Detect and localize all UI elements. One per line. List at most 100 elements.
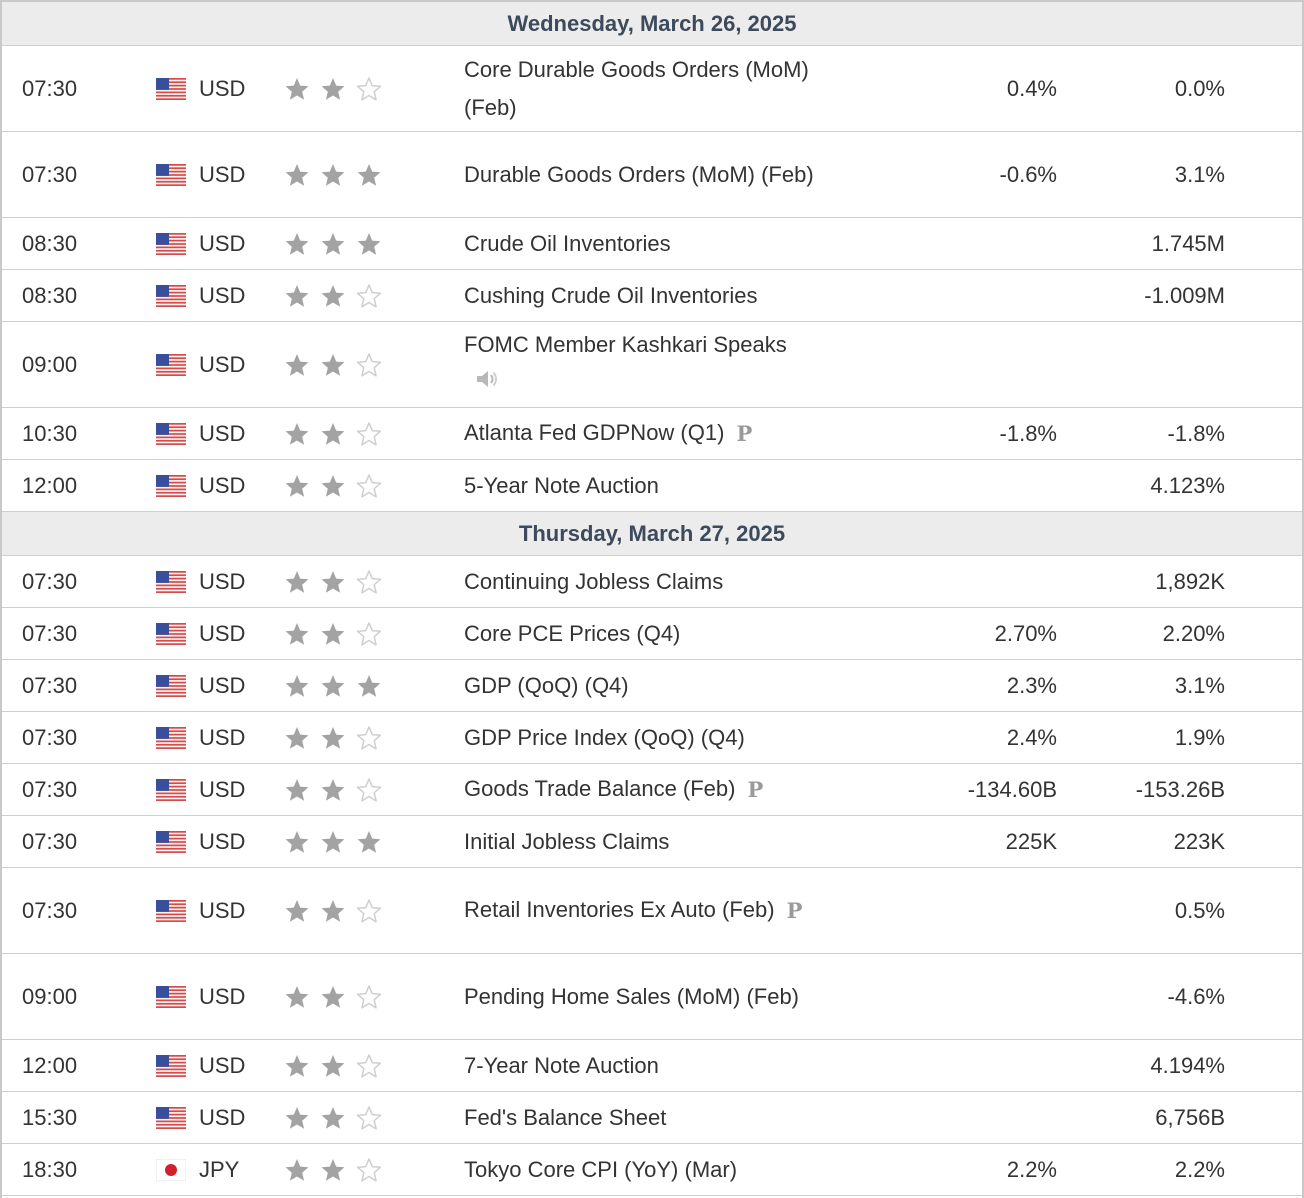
star-empty-icon [356, 1105, 382, 1130]
event-name[interactable]: Retail Inventories Ex Auto (Feb) [464, 896, 775, 922]
event-row[interactable]: 07:30 USD Retail Inventories Ex Auto (Feb)… [2, 868, 1302, 954]
event-time: 07:30 [22, 161, 78, 187]
event-name[interactable]: Durable Goods Orders (MoM) (Feb) [464, 161, 814, 187]
event-name-cell[interactable]: Continuing Jobless Claims [464, 556, 814, 607]
event-name[interactable]: Continuing Jobless Claims [464, 568, 724, 594]
importance-stars [284, 608, 404, 659]
star-filled-icon [285, 674, 309, 697]
event-name[interactable]: Initial Jobless Claims [464, 828, 670, 854]
jp-flag-icon [156, 1144, 188, 1195]
star-empty-icon [356, 473, 382, 498]
day-header: Thursday, March 27, 2025 [2, 512, 1302, 556]
event-name-cell[interactable]: 5-Year Note Auction [464, 460, 814, 511]
event-row[interactable]: 07:30 USD Continuing Jobless Claims 1,892K [2, 556, 1302, 608]
star-filled-icon [285, 1158, 309, 1181]
event-name-cell[interactable]: Retail Inventories Ex Auto (Feb) P [464, 868, 814, 953]
event-name[interactable]: 5-Year Note Auction [464, 472, 659, 498]
event-name[interactable]: Core Durable Goods Orders (MoM) (Feb) [464, 56, 809, 120]
event-name-cell[interactable]: Fed's Balance Sheet [464, 1092, 814, 1143]
event-currency: USD [199, 282, 246, 308]
event-time: 08:30 [22, 282, 78, 308]
event-name-cell[interactable]: Pending Home Sales (MoM) (Feb) [464, 954, 814, 1039]
preliminary-badge: P [747, 777, 764, 803]
event-name[interactable]: Pending Home Sales (MoM) (Feb) [464, 983, 800, 1009]
event-value-1 [882, 270, 1057, 321]
event-name[interactable]: 7-Year Note Auction [464, 1052, 659, 1078]
event-name[interactable]: Core PCE Prices (Q4) [464, 620, 681, 646]
star-filled-icon [285, 232, 309, 255]
us-flag-icon [156, 712, 188, 763]
event-row[interactable]: 07:30 USD GDP Price Index (QoQ) (Q4) 2.4% 1.… [2, 712, 1302, 764]
event-row[interactable]: 10:30 USD Atlanta Fed GDPNow (Q1) P -1.8% -1.… [2, 408, 1302, 460]
event-name-cell[interactable]: Durable Goods Orders (MoM) (Feb) [464, 132, 814, 217]
event-name[interactable]: FOMC Member Kashkari Speaks [464, 331, 787, 357]
event-name[interactable]: GDP Price Index (QoQ) (Q4) [464, 724, 745, 750]
event-row[interactable]: 07:30 USD Initial Jobless Claims 225K 223K [2, 816, 1302, 868]
event-currency: USD [199, 672, 246, 698]
event-name[interactable]: Atlanta Fed GDPNow (Q1) [464, 419, 725, 445]
us-flag-icon [156, 556, 188, 607]
event-row[interactable]: 08:30 USD Cushing Crude Oil Inventories -1.… [2, 270, 1302, 322]
importance-stars [284, 954, 404, 1039]
event-time: 08:30 [22, 230, 78, 256]
event-currency: USD [199, 1104, 246, 1130]
star-filled-icon [321, 163, 345, 186]
star-empty-icon [356, 283, 382, 308]
day-header: Wednesday, March 26, 2025 [2, 2, 1302, 46]
star-filled-icon [285, 163, 309, 186]
importance-stars [284, 556, 404, 607]
star-empty-icon [356, 421, 382, 446]
event-name[interactable]: Cushing Crude Oil Inventories [464, 282, 758, 308]
event-name-cell[interactable]: FOMC Member Kashkari Speaks [464, 322, 814, 407]
event-value-2: -153.26B [1135, 776, 1225, 802]
event-row[interactable]: 12:00 USD 7-Year Note Auction 4.194% [2, 1040, 1302, 1092]
event-row[interactable]: 09:00 USD Pending Home Sales (MoM) (Feb) -4… [2, 954, 1302, 1040]
event-name-cell[interactable]: GDP (QoQ) (Q4) [464, 660, 814, 711]
event-time: 09:00 [22, 983, 78, 1009]
event-currency: USD [199, 776, 246, 802]
event-value-1 [882, 1092, 1057, 1143]
event-name-cell[interactable]: Tokyo Core CPI (YoY) (Mar) [464, 1144, 814, 1195]
event-name-cell[interactable]: 7-Year Note Auction [464, 1040, 814, 1091]
us-flag-icon [156, 816, 188, 867]
event-row[interactable]: 07:30 USD Goods Trade Balance (Feb) P -134.6… [2, 764, 1302, 816]
event-row[interactable]: 18:30 JPY Tokyo Core CPI (YoY) (Mar) 2.2% 2.… [2, 1144, 1302, 1196]
event-name-cell[interactable]: Atlanta Fed GDPNow (Q1) P [464, 408, 814, 459]
event-name-cell[interactable]: Initial Jobless Claims [464, 816, 814, 867]
event-name[interactable]: Tokyo Core CPI (YoY) (Mar) [464, 1156, 738, 1182]
event-row[interactable]: 15:30 USD Fed's Balance Sheet 6,756B [2, 1092, 1302, 1144]
star-filled-icon [321, 778, 345, 801]
event-value-1: 2.3% [1006, 672, 1057, 698]
event-currency: JPY [199, 1156, 240, 1182]
event-value-1 [882, 1040, 1057, 1091]
event-name[interactable]: Goods Trade Balance (Feb) [464, 775, 736, 801]
star-filled-icon [321, 353, 345, 376]
event-name-cell[interactable]: GDP Price Index (QoQ) (Q4) [464, 712, 814, 763]
event-name-cell[interactable]: Core PCE Prices (Q4) [464, 608, 814, 659]
event-currency: USD [199, 1052, 246, 1078]
event-name[interactable]: GDP (QoQ) (Q4) [464, 672, 629, 698]
star-filled-icon [321, 284, 345, 307]
event-currency: USD [199, 472, 246, 498]
importance-stars [284, 132, 404, 217]
event-row[interactable]: 07:30 USD Durable Goods Orders (MoM) (Feb)… [2, 132, 1302, 218]
event-name[interactable]: Fed's Balance Sheet [464, 1104, 667, 1130]
event-row[interactable]: 07:30 USD Core Durable Goods Orders (MoM) … [2, 46, 1302, 132]
event-row[interactable]: 09:00 USD FOMC Member Kashkari Speaks [2, 322, 1302, 408]
star-filled-icon [357, 830, 381, 853]
event-name-cell[interactable]: Cushing Crude Oil Inventories [464, 270, 814, 321]
speaker-icon[interactable] [474, 365, 500, 403]
event-row[interactable]: 12:00 USD 5-Year Note Auction 4.123% [2, 460, 1302, 512]
event-time: 12:00 [22, 1052, 78, 1078]
event-row[interactable]: 07:30 USD GDP (QoQ) (Q4) 2.3% 3.1% [2, 660, 1302, 712]
event-value-1: 0.4% [1006, 75, 1057, 101]
event-name-cell[interactable]: Goods Trade Balance (Feb) P [464, 764, 814, 815]
event-row[interactable]: 08:30 USD Crude Oil Inventories 1.745M [2, 218, 1302, 270]
star-empty-icon [356, 725, 382, 750]
event-time: 15:30 [22, 1104, 78, 1130]
event-name-cell[interactable]: Core Durable Goods Orders (MoM) (Feb) [464, 46, 814, 131]
event-row[interactable]: 07:30 USD Core PCE Prices (Q4) 2.70% 2.20% [2, 608, 1302, 660]
event-name[interactable]: Crude Oil Inventories [464, 230, 671, 256]
event-currency: USD [199, 983, 246, 1009]
event-name-cell[interactable]: Crude Oil Inventories [464, 218, 814, 269]
